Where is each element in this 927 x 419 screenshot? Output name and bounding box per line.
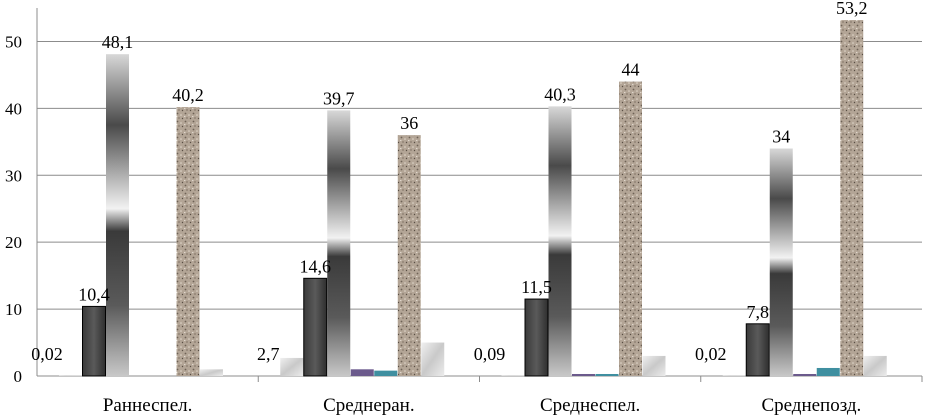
bar-series-4	[350, 369, 374, 376]
data-label: 44	[622, 60, 640, 80]
data-label: 48,1	[102, 32, 134, 52]
bar-series-1	[59, 375, 82, 376]
bar-series-5	[816, 367, 840, 376]
bar-series-4	[572, 373, 595, 376]
data-label: 40,3	[544, 84, 576, 104]
category-label: Среднеран.	[323, 395, 414, 416]
bar-series-1	[280, 357, 304, 376]
data-label: 14,6	[300, 256, 332, 276]
data-label: 2,7	[257, 344, 280, 364]
y-tick-label: 40	[5, 99, 22, 118]
bar-series-7	[642, 355, 666, 376]
bar-series-2	[524, 298, 549, 377]
bar-series-1	[501, 375, 525, 376]
bar-series-5	[374, 370, 398, 376]
bars	[59, 20, 887, 377]
bar-series-3	[106, 54, 129, 377]
bar-series-6	[176, 107, 200, 376]
bar-series-6	[397, 135, 421, 376]
category-label: Раннеспел.	[103, 395, 193, 416]
bar-series-2	[745, 323, 770, 377]
bar-series-2	[303, 277, 328, 377]
data-labels: 0,02 2,7 0,09 0,02 10,4 14,6 11,5 7,8 48,1 39,7 40…	[31, 0, 867, 364]
bar-series-6	[840, 20, 864, 376]
bar-series-7	[421, 342, 445, 376]
bar-series-2	[82, 305, 106, 377]
category-label: Среднеспел.	[540, 395, 640, 416]
y-tick-label: 10	[5, 300, 22, 319]
data-label: 0,09	[474, 344, 506, 364]
bar-series-1	[722, 375, 746, 376]
bar-series-7	[863, 355, 887, 376]
data-label: 34	[772, 127, 790, 147]
category-label: Среднепозд.	[761, 395, 861, 416]
data-label: 39,7	[323, 88, 355, 108]
bar-series-5	[595, 373, 619, 376]
y-tick-label: 30	[5, 166, 22, 185]
bar-series-3	[769, 148, 793, 376]
bar-series-7	[200, 369, 223, 376]
data-label: 0,02	[695, 344, 727, 364]
y-tick-label: 0	[14, 367, 23, 386]
bar-series-3	[327, 110, 351, 376]
bar-series-6	[619, 81, 642, 376]
data-label: 10,4	[78, 284, 110, 304]
data-label: 7,8	[747, 302, 770, 322]
data-label: 11,5	[521, 277, 552, 297]
data-label: 40,2	[172, 85, 204, 105]
data-label: 36	[400, 113, 418, 133]
data-label: 53,2	[836, 0, 868, 18]
data-label: 0,02	[31, 344, 63, 364]
bar-series-3	[548, 106, 572, 377]
bar-series-4	[793, 373, 817, 376]
y-tick-label: 50	[5, 32, 22, 51]
axes: 0 10 20 30 40 50 Раннеспел. Среднеран. Среднеспе…	[5, 8, 923, 416]
y-tick-label: 20	[5, 233, 22, 252]
